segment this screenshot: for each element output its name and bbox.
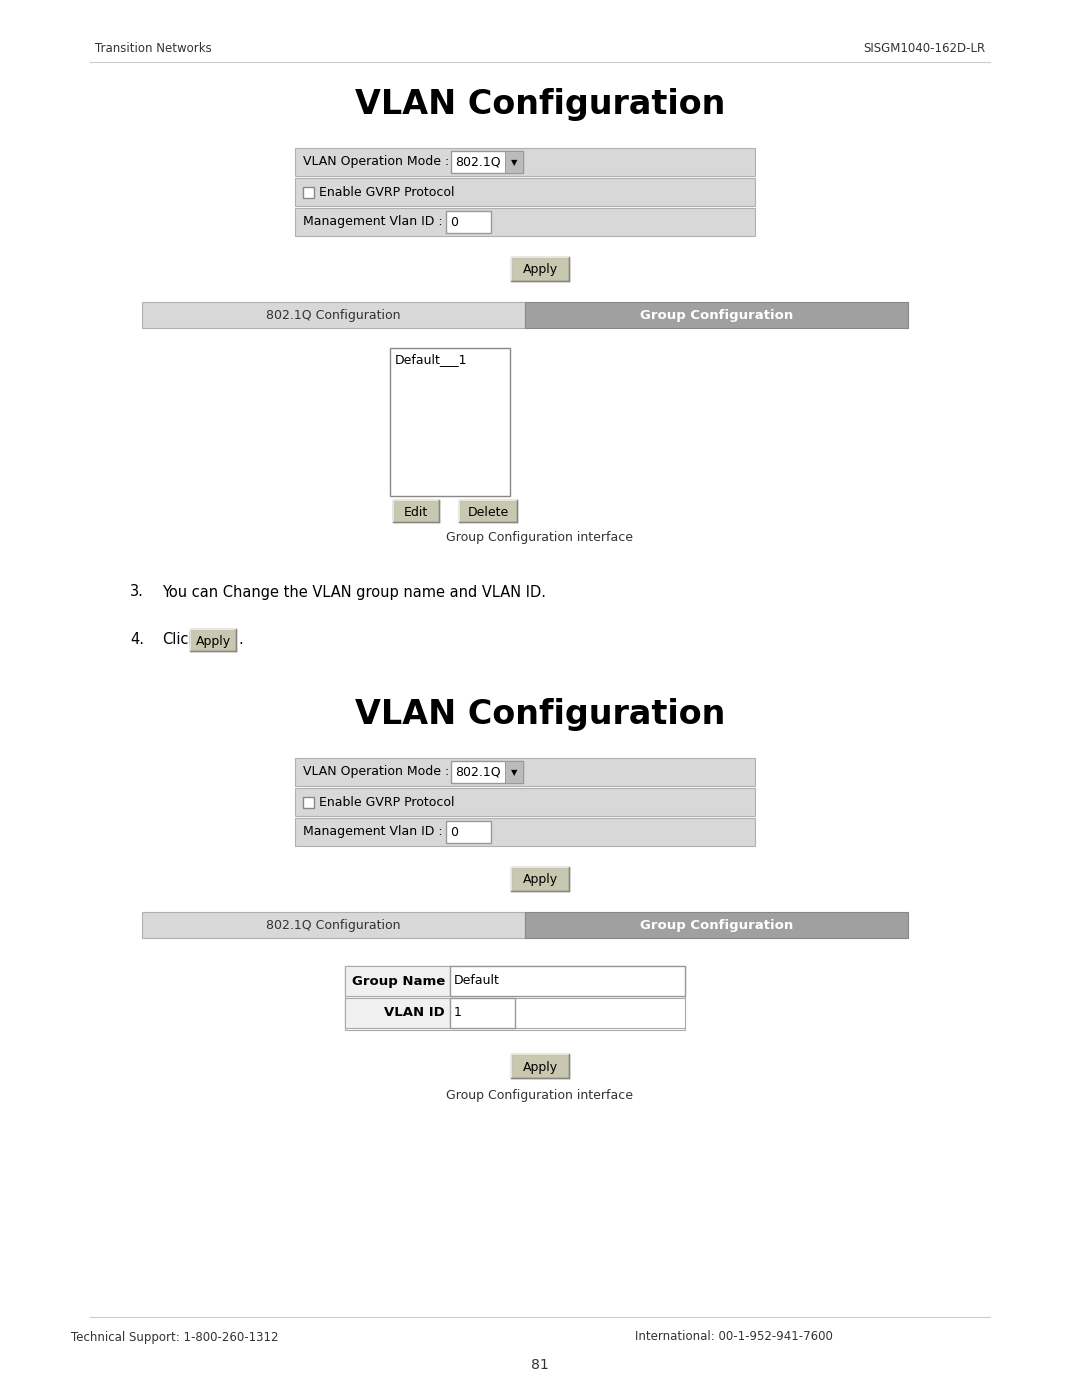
FancyBboxPatch shape: [505, 151, 523, 173]
FancyBboxPatch shape: [295, 148, 755, 176]
FancyBboxPatch shape: [345, 997, 685, 1028]
Text: Transition Networks: Transition Networks: [95, 42, 212, 54]
Text: Apply: Apply: [195, 634, 230, 647]
FancyBboxPatch shape: [511, 868, 569, 891]
Text: You can Change the VLAN group name and VLAN ID.: You can Change the VLAN group name and V…: [162, 584, 546, 599]
FancyBboxPatch shape: [303, 796, 314, 807]
FancyBboxPatch shape: [459, 500, 517, 522]
FancyBboxPatch shape: [450, 965, 685, 996]
Text: VLAN Configuration: VLAN Configuration: [355, 698, 725, 731]
FancyBboxPatch shape: [446, 211, 491, 233]
FancyBboxPatch shape: [141, 912, 525, 937]
FancyBboxPatch shape: [450, 997, 515, 1028]
Text: Apply: Apply: [523, 873, 557, 887]
FancyBboxPatch shape: [393, 500, 438, 522]
Text: .: .: [238, 633, 243, 647]
FancyBboxPatch shape: [505, 761, 523, 782]
Text: Group Configuration: Group Configuration: [639, 309, 793, 321]
Text: Group Name: Group Name: [352, 975, 445, 988]
FancyBboxPatch shape: [345, 997, 450, 1028]
Text: Apply: Apply: [523, 264, 557, 277]
FancyBboxPatch shape: [295, 759, 755, 787]
Text: Management Vlan ID :: Management Vlan ID :: [303, 826, 443, 838]
FancyBboxPatch shape: [295, 788, 755, 816]
Text: VLAN ID: VLAN ID: [384, 1006, 445, 1020]
FancyBboxPatch shape: [295, 819, 755, 847]
FancyBboxPatch shape: [525, 302, 908, 328]
Text: International: 00-1-952-941-7600: International: 00-1-952-941-7600: [635, 1330, 834, 1344]
Text: Click: Click: [162, 633, 198, 647]
FancyBboxPatch shape: [141, 302, 525, 328]
Text: Technical Support: 1-800-260-1312: Technical Support: 1-800-260-1312: [71, 1330, 279, 1344]
Text: 802.1Q: 802.1Q: [455, 766, 501, 778]
FancyBboxPatch shape: [451, 761, 523, 782]
FancyBboxPatch shape: [511, 1053, 569, 1078]
Text: Group Configuration: Group Configuration: [639, 918, 793, 932]
Text: 0: 0: [450, 215, 458, 229]
Text: Edit: Edit: [404, 506, 428, 518]
Text: Apply: Apply: [523, 1060, 557, 1073]
FancyBboxPatch shape: [190, 629, 237, 651]
Text: 802.1Q Configuration: 802.1Q Configuration: [267, 309, 401, 321]
FancyBboxPatch shape: [446, 821, 491, 842]
Text: 802.1Q: 802.1Q: [455, 155, 501, 169]
Text: VLAN Operation Mode :: VLAN Operation Mode :: [303, 155, 449, 169]
Text: SISGM1040-162D-LR: SISGM1040-162D-LR: [863, 42, 985, 54]
Text: Default___1: Default___1: [395, 353, 468, 366]
FancyBboxPatch shape: [295, 177, 755, 205]
Text: 0: 0: [450, 826, 458, 838]
Text: Management Vlan ID :: Management Vlan ID :: [303, 215, 443, 229]
FancyBboxPatch shape: [345, 965, 685, 1030]
Text: Enable GVRP Protocol: Enable GVRP Protocol: [319, 795, 455, 809]
Text: 1: 1: [454, 1006, 462, 1020]
FancyBboxPatch shape: [303, 187, 314, 197]
Text: 3.: 3.: [130, 584, 144, 599]
Text: VLAN Operation Mode :: VLAN Operation Mode :: [303, 766, 449, 778]
FancyBboxPatch shape: [451, 151, 523, 173]
Text: VLAN Configuration: VLAN Configuration: [355, 88, 725, 122]
Text: ▼: ▼: [511, 768, 517, 778]
Text: Group Configuration interface: Group Configuration interface: [446, 1090, 634, 1102]
FancyBboxPatch shape: [345, 965, 685, 996]
FancyBboxPatch shape: [511, 257, 569, 281]
Text: 802.1Q Configuration: 802.1Q Configuration: [267, 918, 401, 932]
FancyBboxPatch shape: [345, 965, 450, 996]
Text: Group Configuration interface: Group Configuration interface: [446, 531, 634, 543]
Text: Enable GVRP Protocol: Enable GVRP Protocol: [319, 186, 455, 198]
FancyBboxPatch shape: [295, 208, 755, 236]
Text: ▼: ▼: [511, 158, 517, 168]
Text: 4.: 4.: [130, 633, 144, 647]
FancyBboxPatch shape: [390, 348, 510, 496]
Text: 81: 81: [531, 1358, 549, 1372]
Text: Delete: Delete: [468, 506, 509, 518]
FancyBboxPatch shape: [525, 912, 908, 937]
Text: Default: Default: [454, 975, 500, 988]
